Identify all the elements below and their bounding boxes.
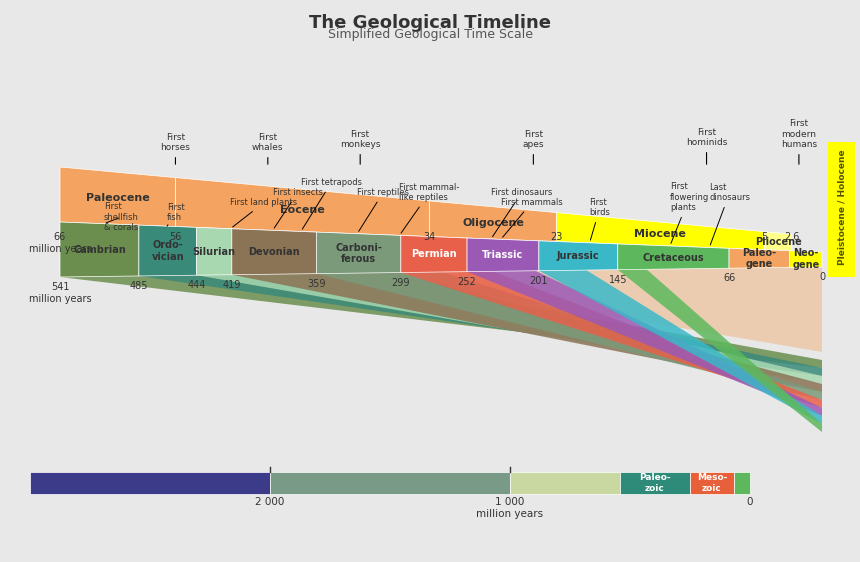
Polygon shape: [60, 222, 138, 277]
Polygon shape: [539, 241, 617, 271]
Text: Devonian: Devonian: [249, 247, 300, 257]
Text: 34: 34: [423, 232, 435, 242]
Text: Eocene: Eocene: [280, 205, 325, 215]
Text: Simplified Geological Time Scale: Simplified Geological Time Scale: [328, 28, 532, 41]
Text: Carboni-
ferous: Carboni- ferous: [335, 243, 382, 264]
Text: 485: 485: [130, 281, 148, 291]
Text: First
flowering
plants: First flowering plants: [670, 182, 710, 243]
Text: 66: 66: [723, 273, 735, 283]
Text: Ordo-
vician: Ordo- vician: [151, 240, 184, 262]
FancyBboxPatch shape: [30, 472, 270, 494]
Text: Pliocene: Pliocene: [755, 237, 802, 247]
Text: First
birds: First birds: [590, 198, 611, 240]
Text: 201: 201: [530, 276, 548, 285]
Polygon shape: [429, 201, 556, 242]
Polygon shape: [617, 244, 729, 270]
Text: 5: 5: [761, 232, 767, 242]
Polygon shape: [232, 229, 316, 275]
Text: 2.6: 2.6: [784, 232, 800, 242]
Text: 66
million years: 66 million years: [28, 232, 91, 253]
Text: Cretaceous: Cretaceous: [642, 252, 704, 262]
Polygon shape: [765, 232, 792, 251]
FancyBboxPatch shape: [734, 472, 750, 494]
Text: First land plants: First land plants: [230, 198, 298, 227]
Polygon shape: [138, 225, 822, 376]
Text: 2 000: 2 000: [255, 497, 285, 507]
Text: Silurian: Silurian: [193, 247, 236, 256]
Text: First tetrapods: First tetrapods: [301, 178, 362, 229]
Text: First
whales: First whales: [252, 133, 284, 164]
Text: The Geological Timeline: The Geological Timeline: [309, 14, 551, 32]
Text: Jurassic: Jurassic: [557, 251, 599, 261]
Text: 359: 359: [307, 279, 326, 289]
Text: First
apes: First apes: [523, 130, 544, 164]
Text: Triassic: Triassic: [482, 250, 524, 260]
Text: 1 000
million years: 1 000 million years: [476, 497, 544, 519]
Polygon shape: [60, 167, 175, 226]
FancyBboxPatch shape: [690, 472, 734, 494]
Text: Cambrian: Cambrian: [73, 245, 126, 255]
Text: 252: 252: [458, 277, 476, 287]
Polygon shape: [617, 244, 822, 432]
Text: Pleistocene / Holocene: Pleistocene / Holocene: [838, 149, 846, 265]
Polygon shape: [175, 178, 429, 237]
Text: Last
dinosaurs: Last dinosaurs: [710, 183, 750, 245]
Text: 145: 145: [609, 275, 627, 285]
Polygon shape: [316, 232, 822, 400]
Polygon shape: [789, 251, 822, 268]
Text: First dinosaurs: First dinosaurs: [491, 188, 552, 237]
Polygon shape: [138, 225, 197, 276]
Polygon shape: [401, 235, 822, 408]
Polygon shape: [539, 241, 822, 424]
Polygon shape: [197, 228, 232, 275]
Text: Paleo-
zoic: Paleo- zoic: [639, 473, 671, 493]
Text: Paleocene: Paleocene: [86, 193, 150, 203]
Text: Meso-
zoic: Meso- zoic: [697, 473, 727, 493]
Text: Miocene: Miocene: [635, 229, 686, 239]
Text: Neo-
gene: Neo- gene: [792, 248, 820, 270]
Text: 541
million years: 541 million years: [28, 282, 91, 303]
Polygon shape: [401, 235, 467, 273]
Text: Oligocene: Oligocene: [462, 218, 524, 228]
Polygon shape: [60, 222, 822, 368]
Text: 299: 299: [391, 278, 410, 288]
Text: First
fish: First fish: [167, 202, 185, 226]
FancyBboxPatch shape: [270, 472, 510, 494]
Text: 444: 444: [187, 280, 206, 290]
Polygon shape: [467, 238, 822, 416]
Polygon shape: [316, 232, 401, 274]
FancyBboxPatch shape: [620, 472, 690, 494]
Text: First insects: First insects: [273, 188, 322, 228]
Text: First mammals: First mammals: [501, 198, 562, 237]
Text: 419: 419: [223, 280, 241, 290]
Text: First
hominids: First hominids: [686, 128, 728, 164]
Text: 56: 56: [169, 232, 181, 242]
Text: First reptiles: First reptiles: [357, 188, 409, 232]
Polygon shape: [556, 212, 765, 250]
Text: First
shellfish
& corals: First shellfish & corals: [104, 202, 138, 232]
Polygon shape: [729, 248, 789, 268]
Polygon shape: [60, 222, 822, 352]
Text: First
modern
humans: First modern humans: [781, 119, 817, 164]
Text: First mammal-
like reptiles: First mammal- like reptiles: [399, 183, 460, 233]
Text: Permian: Permian: [411, 250, 457, 260]
FancyBboxPatch shape: [510, 472, 620, 494]
Text: 0: 0: [819, 272, 825, 282]
Text: First
horses: First horses: [161, 133, 190, 164]
Text: First
monkeys: First monkeys: [340, 130, 380, 164]
Polygon shape: [197, 228, 822, 384]
Text: 23: 23: [550, 232, 562, 242]
Text: Paleo-
gene: Paleo- gene: [742, 248, 777, 269]
Text: 0: 0: [746, 497, 753, 507]
Polygon shape: [828, 142, 855, 277]
Polygon shape: [467, 238, 539, 271]
Polygon shape: [232, 229, 822, 392]
